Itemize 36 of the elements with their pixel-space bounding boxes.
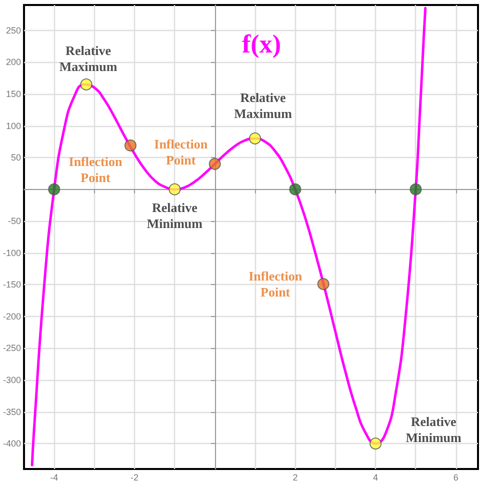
y-tick-label: 250 bbox=[6, 25, 22, 36]
point bbox=[370, 438, 382, 450]
y-tick-label: -350 bbox=[3, 406, 22, 417]
y-tick-label: 150 bbox=[6, 88, 22, 99]
y-tick-label: 200 bbox=[6, 57, 22, 68]
point bbox=[124, 139, 136, 152]
y-tick-label: -400 bbox=[3, 438, 22, 449]
x-tick-label: 6 bbox=[453, 472, 458, 482]
y-tick-label: 50 bbox=[11, 152, 22, 163]
data-label: Relative Minimum bbox=[146, 200, 203, 231]
y-tick-label: 100 bbox=[6, 120, 22, 131]
x-tick-label: 4 bbox=[373, 472, 378, 482]
data-label: Inflection Point bbox=[68, 154, 123, 185]
data-label: Inflection Point bbox=[248, 268, 303, 300]
point bbox=[317, 278, 330, 290]
data-label: Relative Maximum bbox=[59, 42, 118, 74]
data-label: Inflection Point bbox=[154, 136, 208, 168]
y-tick-label: -150 bbox=[3, 280, 22, 290]
x-tick-label: -4 bbox=[50, 472, 58, 482]
y-tick-label: -100 bbox=[3, 248, 22, 258]
point bbox=[289, 183, 302, 196]
point bbox=[80, 78, 92, 90]
point bbox=[48, 183, 60, 196]
x-tick-label: -2 bbox=[130, 472, 139, 482]
y-tick-label: -300 bbox=[3, 375, 22, 386]
y-tick-label: -50 bbox=[8, 216, 22, 226]
point bbox=[410, 183, 422, 196]
point bbox=[208, 158, 221, 170]
point bbox=[249, 132, 262, 144]
y-tick-label: -250 bbox=[3, 343, 22, 354]
data-label: Relative Maximum bbox=[234, 90, 292, 121]
text: f(x) bbox=[242, 30, 281, 58]
x-tick-label: 2 bbox=[292, 472, 298, 482]
data-label: Relative Minimum bbox=[406, 414, 462, 446]
point bbox=[168, 183, 181, 196]
y-tick-label: -200 bbox=[3, 311, 22, 322]
